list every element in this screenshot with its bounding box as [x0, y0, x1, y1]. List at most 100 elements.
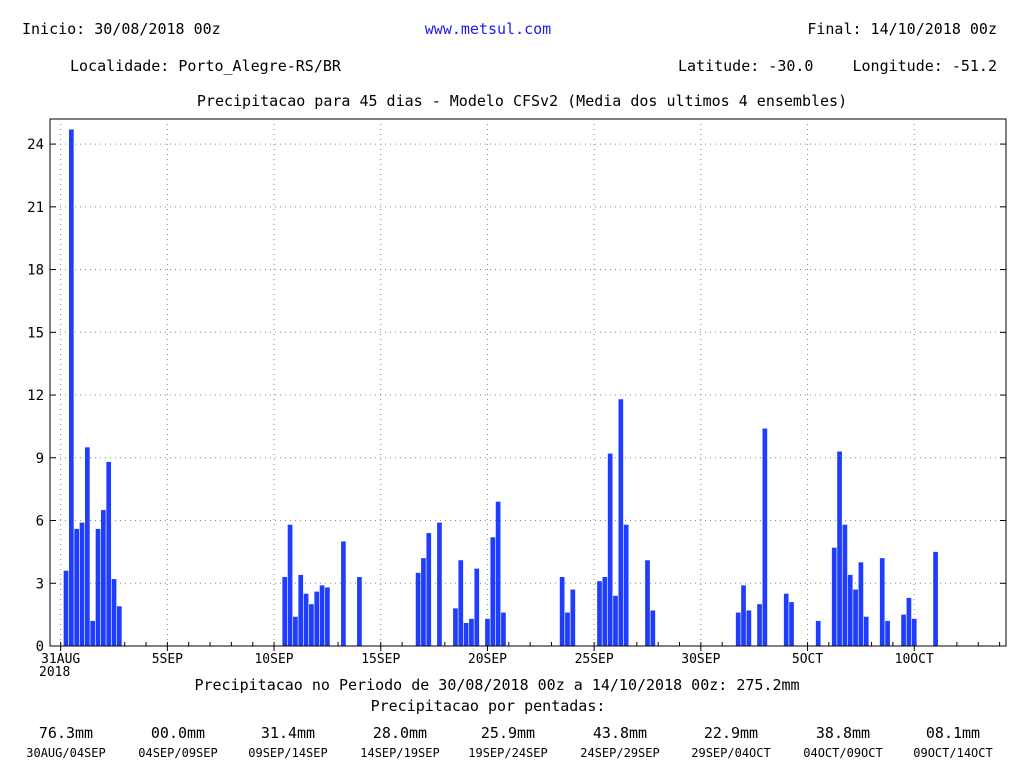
precip-bar: [735, 612, 741, 646]
precip-bar: [117, 606, 122, 646]
precip-bar: [341, 541, 346, 646]
precip-bar: [607, 453, 613, 646]
precip-bar: [319, 585, 325, 646]
precip-bar: [469, 618, 474, 646]
precip-bar: [298, 574, 304, 646]
pentad-value: 38.8mm: [815, 724, 871, 742]
precip-bar: [757, 604, 762, 646]
precip-bar: [106, 461, 112, 646]
precip-bar: [357, 576, 362, 646]
pentad-value: 25.9mm: [480, 724, 536, 742]
precip-bar: [879, 558, 885, 646]
x-tick-label: 20SEP: [468, 652, 507, 667]
precip-bar: [68, 129, 74, 646]
precip-bar: [597, 581, 602, 646]
pentad-value: 08.1mm: [925, 724, 981, 742]
precip-bar: [815, 620, 821, 646]
y-tick-label: 18: [27, 263, 44, 279]
y-tick-label: 24: [27, 137, 44, 153]
site-link[interactable]: www.metsul.com: [424, 20, 552, 38]
precip-bar: [613, 595, 618, 646]
precip-bar: [847, 574, 853, 646]
precip-bar: [490, 537, 496, 646]
y-tick-label: 9: [36, 451, 44, 467]
end-date: Final: 14/10/2018 00z: [807, 20, 997, 38]
pentad-item: 25.9mm 19SEP/24SEP: [468, 724, 547, 761]
y-tick-label: 12: [27, 388, 44, 404]
pentad-item: 38.8mm 04OCT/09OCT: [803, 724, 882, 761]
precip-bar: [314, 591, 320, 646]
precip-bar: [906, 597, 912, 646]
x-tick-label: 30SEP: [681, 652, 720, 667]
y-tick-label: 15: [27, 325, 44, 341]
y-tick-label: 6: [36, 514, 44, 530]
precip-bar: [95, 528, 101, 646]
pentad-label: 24SEP/29SEP: [580, 746, 660, 760]
precip-bar: [90, 620, 96, 646]
pentad-item: 22.9mm 29SEP/04OCT: [691, 724, 770, 761]
start-date: Inicio: 30/08/2018 00z: [22, 20, 221, 38]
precip-bar: [901, 614, 906, 646]
pentad-label: 14SEP/19SEP: [360, 746, 440, 760]
pentad-label: 09SEP/14SEP: [248, 746, 328, 760]
precip-bar: [783, 593, 789, 646]
precip-bar: [101, 510, 106, 646]
y-tick-label: 0: [36, 639, 44, 655]
precip-bar: [762, 428, 768, 646]
precip-bar: [570, 589, 576, 646]
longitude-label: Longitude: -51.2: [852, 57, 998, 75]
latitude-label: Latitude: -30.0: [678, 57, 814, 75]
precip-bar: [559, 576, 565, 646]
precip-bar: [79, 522, 85, 646]
pentad-value: 28.0mm: [372, 724, 428, 742]
precip-bar: [463, 622, 469, 646]
precip-bar: [325, 587, 330, 646]
pentad-label: 19SEP/24SEP: [468, 746, 548, 760]
precip-bar: [282, 576, 288, 646]
precip-bar: [645, 560, 650, 646]
pentad-value: 43.8mm: [592, 724, 648, 742]
precip-bar: [287, 524, 293, 646]
precip-bar: [415, 572, 421, 646]
precip-bar: [426, 533, 432, 646]
x-tick-label: 10SEP: [254, 652, 293, 667]
pentad-item: 43.8mm 24SEP/29SEP: [580, 724, 659, 761]
precip-bar: [837, 451, 842, 646]
precip-bar: [863, 616, 869, 646]
precip-bar: [453, 608, 458, 646]
x-tick-label: 31AUG: [41, 652, 80, 667]
pentad-item: 08.1mm 09OCT/14OCT: [913, 724, 992, 761]
precip-bar: [853, 589, 858, 646]
precip-bar: [111, 579, 117, 646]
precip-bar: [485, 618, 490, 646]
pentads-title: Precipitacao por pentadas:: [370, 697, 606, 715]
pentad-item: 76.3mm 30AUG/04SEP: [26, 724, 105, 761]
precip-bar: [858, 562, 864, 646]
precip-bar: [789, 602, 794, 646]
pentad-label: 04OCT/09OCT: [803, 746, 883, 760]
precip-bar: [741, 585, 746, 646]
precip-bar: [746, 610, 752, 646]
pentad-item: 28.0mm 14SEP/19SEP: [360, 724, 439, 761]
chart-title: Precipitacao para 45 dias - Modelo CFSv2…: [196, 92, 848, 110]
precip-bar: [458, 560, 464, 646]
precip-bar: [911, 618, 917, 646]
period-total: Precipitacao no Periodo de 30/08/2018 00…: [194, 676, 800, 694]
precip-bar: [309, 604, 314, 646]
precip-bar: [602, 576, 608, 646]
x-tick-label: 10OCT: [895, 652, 934, 667]
precip-bar: [293, 616, 298, 646]
x-tick-label: 5OCT: [792, 652, 823, 667]
precip-bar: [933, 551, 938, 646]
x-tick-label: 5SEP: [152, 652, 183, 667]
precip-bar: [495, 501, 501, 646]
pentad-item: 31.4mm 09SEP/14SEP: [248, 724, 327, 761]
precip-bar: [885, 620, 890, 646]
pentad-label: 30AUG/04SEP: [26, 746, 106, 760]
precip-bar: [831, 547, 837, 646]
precip-bar: [303, 593, 309, 646]
x-tick-sublabel: 2018: [39, 665, 70, 680]
precip-bar: [84, 447, 90, 646]
pentad-value: 31.4mm: [260, 724, 316, 742]
